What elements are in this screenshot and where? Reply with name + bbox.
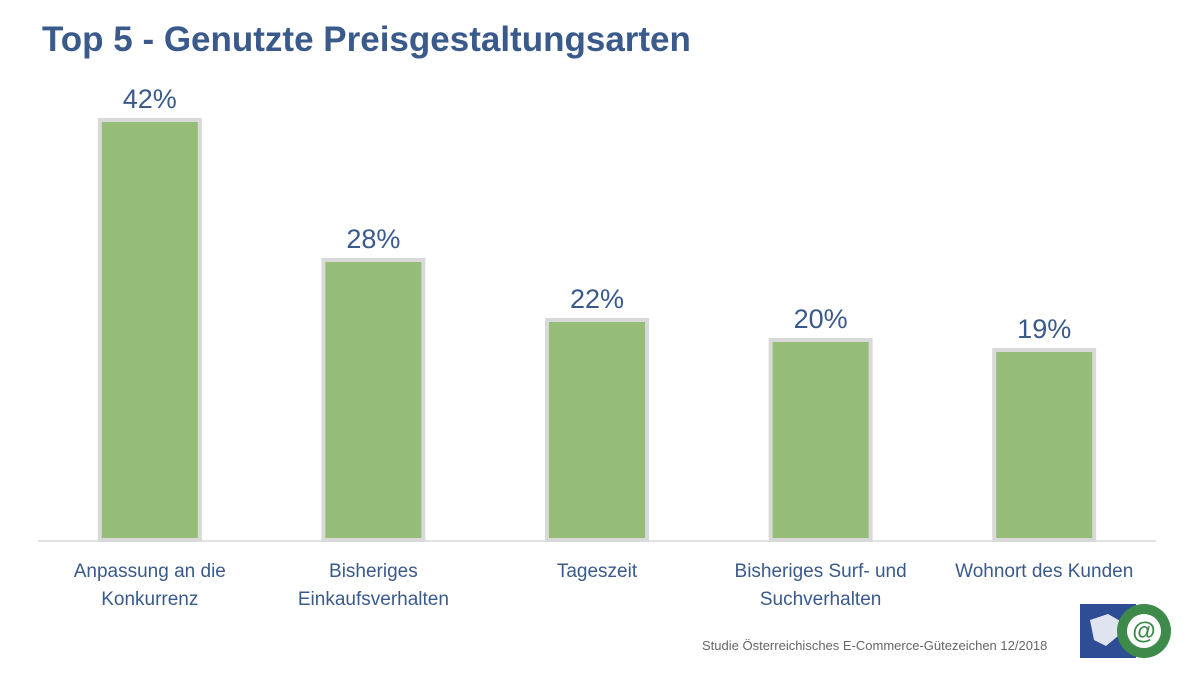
bar	[768, 338, 873, 542]
seal-icon: @	[1080, 604, 1171, 658]
bar	[992, 348, 1097, 542]
category-label: Bisheriges Surf- und	[735, 561, 907, 582]
category-label: Einkaufsverhalten	[298, 589, 449, 610]
data-label: 20%	[794, 304, 848, 334]
category-label: Bisheriges	[329, 561, 418, 582]
category-label: Suchverhalten	[760, 589, 881, 610]
data-label: 19%	[1017, 314, 1071, 344]
data-label: 42%	[123, 84, 177, 114]
data-label: 22%	[570, 284, 624, 314]
data-label: 28%	[346, 224, 400, 254]
bar	[545, 318, 649, 542]
svg-text:@: @	[1132, 618, 1155, 645]
source-note: Studie Österreichisches E-Commerce-Gütez…	[702, 638, 1048, 653]
bar	[321, 258, 426, 542]
category-label: Tageszeit	[557, 561, 638, 582]
guetezeichen-logo: @	[1078, 602, 1174, 660]
category-label: Anpassung an die	[74, 561, 226, 582]
category-label: Konkurrenz	[101, 589, 198, 610]
bar	[97, 118, 202, 542]
chart-title: Top 5 - Genutzte Preisgestaltungsarten	[42, 20, 691, 59]
category-label: Wohnort des Kunden	[955, 561, 1133, 582]
